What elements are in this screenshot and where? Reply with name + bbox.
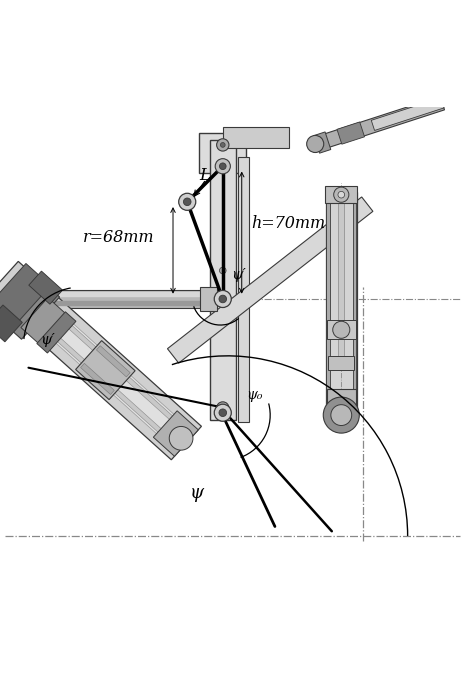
Polygon shape [327, 321, 356, 339]
Circle shape [338, 191, 345, 198]
Polygon shape [314, 132, 331, 153]
Circle shape [219, 409, 227, 416]
Polygon shape [0, 264, 51, 332]
Circle shape [214, 290, 231, 308]
Polygon shape [353, 193, 356, 422]
Polygon shape [200, 287, 217, 311]
Circle shape [179, 193, 196, 211]
Circle shape [217, 139, 229, 151]
Polygon shape [326, 193, 330, 422]
Circle shape [323, 397, 359, 433]
Polygon shape [223, 127, 289, 148]
Polygon shape [0, 305, 22, 342]
Polygon shape [21, 298, 67, 345]
Circle shape [217, 293, 229, 305]
Polygon shape [314, 96, 445, 151]
Circle shape [183, 198, 191, 206]
Polygon shape [5, 290, 24, 308]
Text: ψ′: ψ′ [40, 333, 55, 347]
Circle shape [220, 142, 225, 147]
Circle shape [220, 297, 225, 301]
Polygon shape [14, 292, 33, 307]
Polygon shape [0, 268, 60, 339]
Text: L: L [199, 167, 210, 184]
Circle shape [219, 295, 227, 303]
Polygon shape [0, 261, 201, 460]
Circle shape [217, 402, 229, 414]
Circle shape [307, 136, 324, 153]
Text: ψ′: ψ′ [231, 268, 246, 281]
Polygon shape [328, 356, 354, 370]
Polygon shape [29, 271, 63, 304]
Polygon shape [12, 284, 191, 449]
Polygon shape [238, 157, 249, 422]
Polygon shape [81, 363, 114, 394]
Text: ψ₀: ψ₀ [246, 387, 263, 402]
Text: ψ: ψ [190, 484, 204, 502]
Circle shape [331, 405, 352, 425]
Polygon shape [371, 98, 444, 131]
Circle shape [220, 406, 225, 410]
Polygon shape [337, 122, 365, 144]
Circle shape [219, 267, 226, 274]
Polygon shape [154, 411, 198, 456]
Circle shape [333, 321, 350, 338]
Circle shape [214, 404, 231, 421]
Polygon shape [0, 301, 209, 306]
Polygon shape [37, 312, 76, 353]
Polygon shape [0, 292, 209, 297]
Polygon shape [10, 295, 168, 438]
Polygon shape [96, 345, 130, 377]
Text: r=68mm: r=68mm [83, 229, 155, 246]
Polygon shape [76, 341, 135, 400]
Polygon shape [327, 389, 356, 409]
Polygon shape [338, 202, 344, 363]
Text: h=70mm: h=70mm [251, 215, 325, 232]
Circle shape [334, 187, 349, 202]
Circle shape [169, 427, 193, 450]
Polygon shape [167, 197, 373, 363]
Circle shape [215, 159, 230, 174]
Polygon shape [326, 193, 356, 422]
Circle shape [219, 163, 226, 169]
Polygon shape [0, 290, 209, 308]
Polygon shape [21, 283, 180, 426]
Polygon shape [325, 186, 357, 203]
Polygon shape [199, 133, 246, 173]
Polygon shape [210, 140, 236, 420]
